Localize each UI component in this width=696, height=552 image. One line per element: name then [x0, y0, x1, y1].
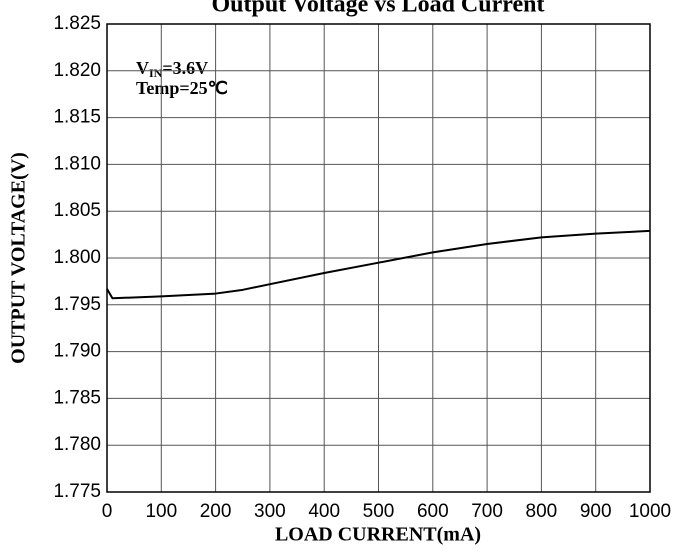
y-tick-label: 1.795 [53, 294, 101, 315]
x-tick-label: 800 [526, 501, 558, 522]
annotation: VIN=3.6V [136, 58, 208, 80]
annotation-part: V [136, 58, 149, 78]
y-tick-label: 1.790 [53, 341, 101, 362]
y-tick-label: 1.825 [53, 13, 101, 34]
plot-frame [106, 23, 651, 493]
x-tick-label: 400 [308, 501, 340, 522]
x-tick-label: 600 [417, 501, 449, 522]
x-tick-label: 900 [580, 501, 612, 522]
annotation: Temp=25℃ [136, 78, 228, 98]
x-axis-label: LOAD CURRENT(mA) [275, 524, 481, 546]
data-line [106, 229, 651, 300]
y-tick-label: 1.810 [53, 153, 101, 174]
x-tick-label: 0 [102, 501, 113, 522]
y-tick-label: 1.800 [53, 247, 101, 268]
y-tick-label: 1.805 [53, 200, 101, 221]
y-axis-label: OUTPUT VOLTAGE(V) [8, 152, 30, 364]
x-tick-label: 500 [363, 501, 395, 522]
y-tick-label: 1.815 [53, 107, 101, 128]
annotation-part: IN [149, 66, 163, 80]
y-tick-label: 1.820 [53, 60, 101, 81]
y-tick-label: 1.775 [53, 481, 101, 502]
y-tick-label: 1.780 [53, 434, 101, 455]
chart-title: Output Voltage vs Load Current [212, 0, 545, 18]
x-tick-label: 700 [471, 501, 503, 522]
x-tick-label: 100 [145, 501, 177, 522]
y-tick-label: 1.785 [53, 387, 101, 408]
x-tick-label: 1000 [629, 501, 671, 522]
x-tick-label: 300 [254, 501, 286, 522]
x-tick-label: 200 [200, 501, 232, 522]
annotation-part: =3.6V [162, 58, 208, 78]
